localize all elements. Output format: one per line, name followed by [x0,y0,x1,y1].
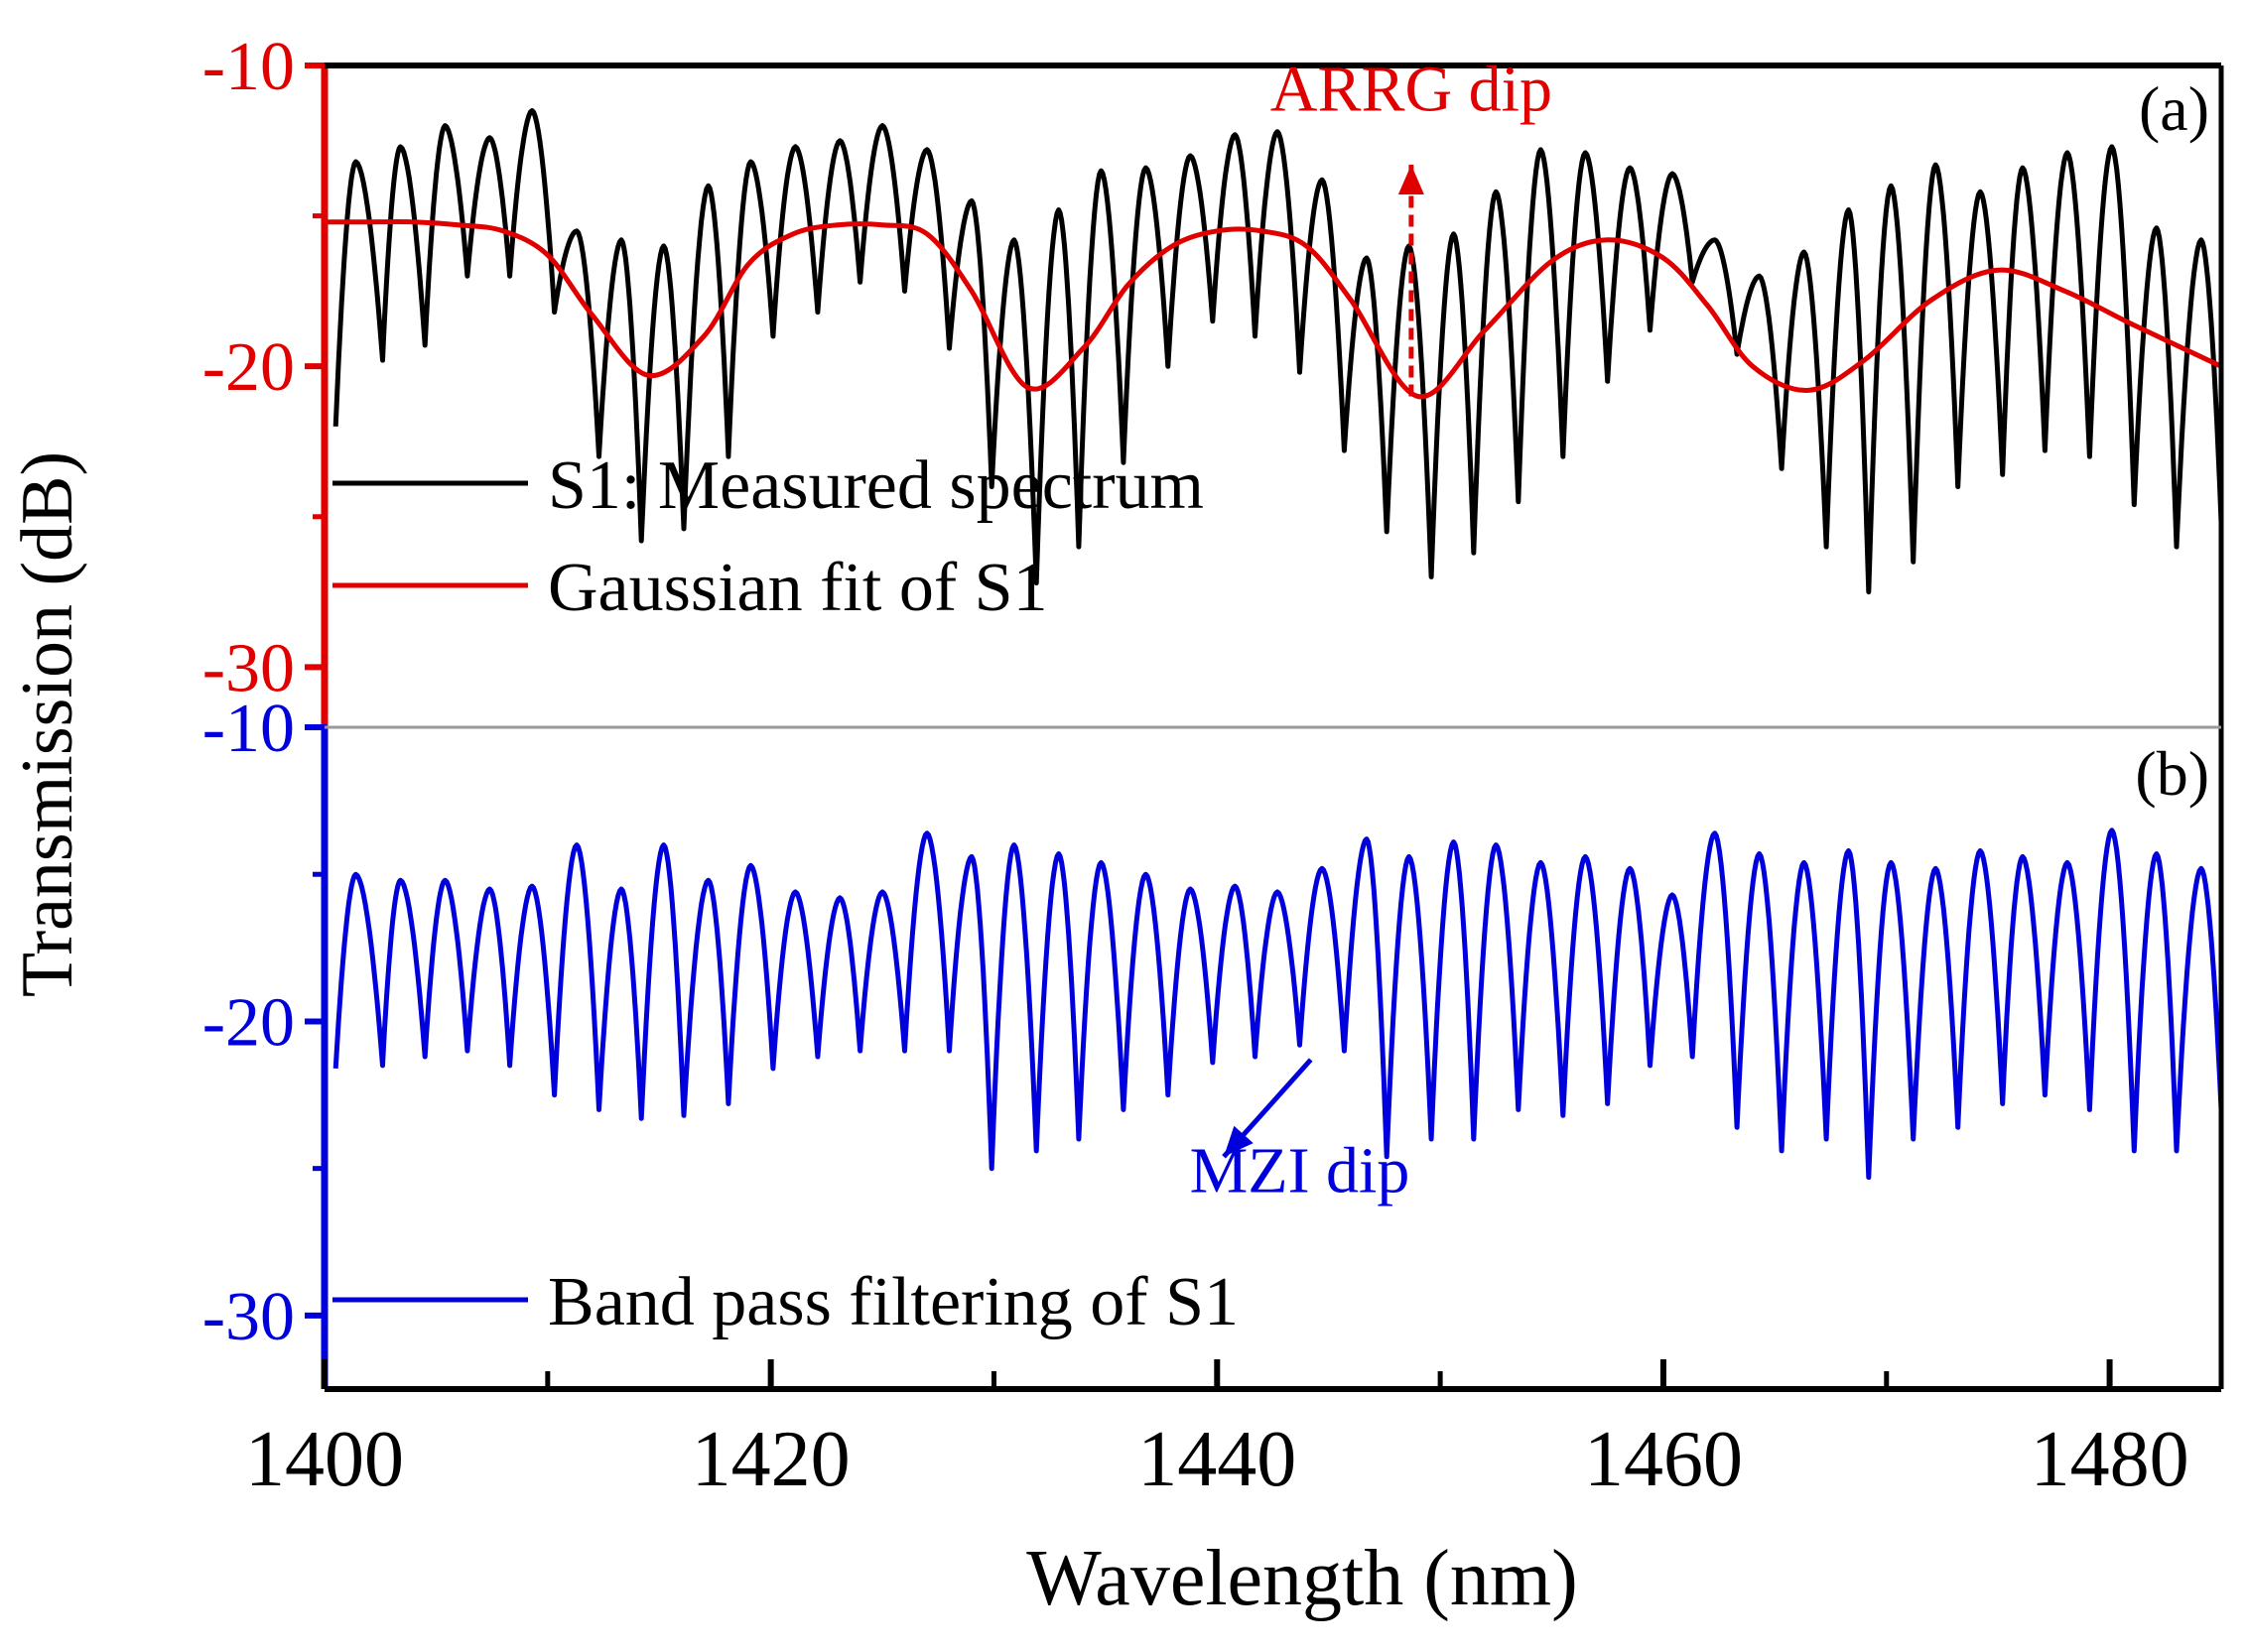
y-tick-label-a-1: -20 [202,329,295,406]
x-tick-label-4: 1480 [2031,1416,2189,1503]
x-axis-label: Wavelength (nm) [1026,1535,1578,1622]
x-tick-label-2: 1440 [1137,1416,1296,1503]
panel-label-a: (a) [2139,73,2209,144]
annotation-arrow-head-0-1 [1224,1125,1254,1157]
text-layer: Transmission (dB) Wavelength (nm) ARRG d… [7,29,2209,1622]
y-tick-label-a-0: -10 [202,29,295,105]
axes-layer [305,63,2224,1392]
x-tick-label-1: 1420 [692,1416,851,1503]
legend-label-b-0: Band pass filtering of S1 [548,1264,1239,1340]
annotation-label-mzi: MZI dip [1190,1134,1410,1207]
legend-label-a-1: Gaussian fit of S1 [548,550,1048,626]
series-line-a-1 [325,218,2221,400]
series-line-a-0 [332,108,2221,595]
series-line-b-0 [332,827,2221,1181]
y-tick-label-a-2: -30 [202,630,295,706]
x-tick-label-3: 1460 [1584,1416,1743,1503]
legend-label-a-0: S1: Measured spectrum [548,447,1204,524]
y-tick-label-b-1: -20 [202,984,295,1061]
y-tick-label-b-0: -10 [202,691,295,767]
x-tick-label-0: 1400 [245,1416,404,1503]
panel-label-b: (b) [2135,738,2209,809]
plot-layer [325,108,2221,1303]
y-tick-label-b-2: -30 [202,1279,295,1355]
annotation-label-arrg: ARRG dip [1270,53,1552,125]
annotation-arrow-head-0-0 [1397,165,1424,195]
y-axis-label: Transmission (dB) [7,451,88,997]
